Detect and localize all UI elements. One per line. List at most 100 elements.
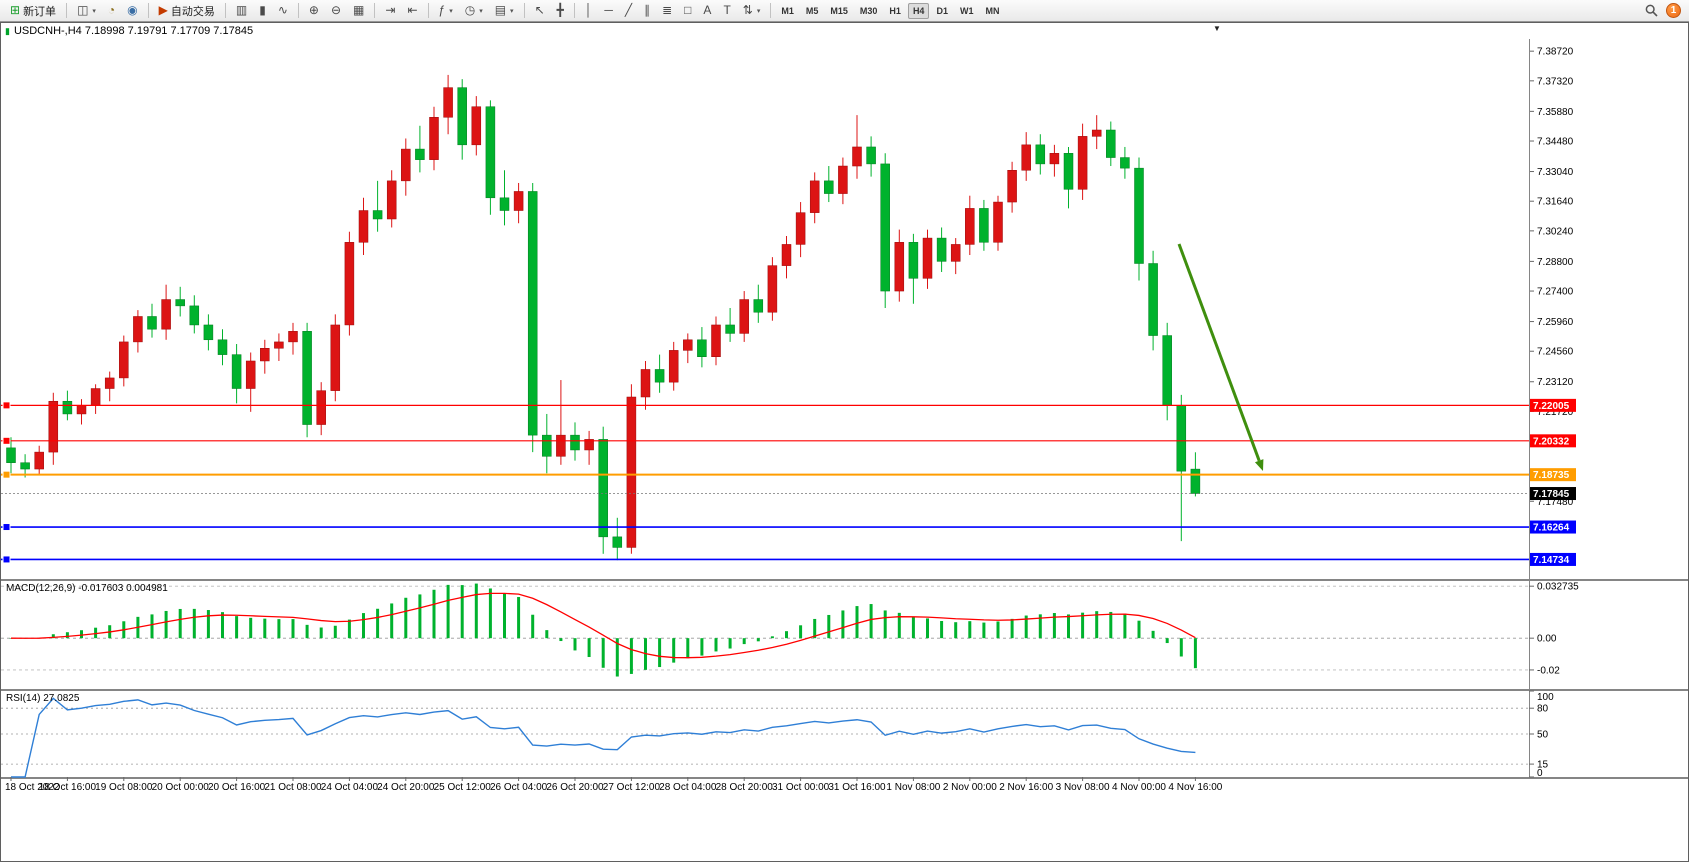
chart-window: ▮ USDCNH-,H4 7.18998 7.19791 7.17709 7.1… bbox=[0, 22, 1689, 862]
text-button[interactable]: A bbox=[698, 2, 716, 19]
horizontal-line-button[interactable]: ─ bbox=[599, 2, 618, 19]
horizontal-line-object[interactable]: 7.14734 bbox=[1, 552, 1576, 566]
pane-divider[interactable] bbox=[1, 777, 1689, 779]
crosshair-button[interactable]: ╋ bbox=[552, 2, 569, 19]
candle bbox=[133, 316, 143, 343]
horizontal-line-object[interactable]: 7.20332 bbox=[1, 434, 1576, 448]
macd-bar bbox=[531, 614, 535, 639]
toolbar-right: 1 bbox=[1645, 3, 1685, 18]
svg-text:-0.02: -0.02 bbox=[1537, 665, 1560, 676]
trendline-button[interactable]: ╱ bbox=[620, 2, 637, 19]
candlestick-chart-button[interactable]: ▮ bbox=[254, 2, 271, 19]
time-axis-label: 24 Oct 04:00 bbox=[321, 782, 379, 793]
notification-badge[interactable]: 1 bbox=[1666, 3, 1681, 18]
candle bbox=[358, 210, 369, 243]
candle bbox=[979, 208, 989, 243]
zoom-in-button[interactable]: ⊕ bbox=[304, 2, 324, 19]
new-order-button[interactable]: ⊞ 新订单 bbox=[5, 1, 61, 21]
timeframe-button-h4[interactable]: H4 bbox=[907, 2, 930, 19]
templates-button[interactable]: ▤ ▾ bbox=[490, 2, 519, 19]
candle bbox=[429, 117, 439, 160]
profiles-button[interactable]: ◔ bbox=[103, 2, 120, 19]
horizontal-line-object[interactable]: 7.16264 bbox=[1, 520, 1576, 534]
time-axis-label: 31 Oct 00:00 bbox=[772, 782, 830, 793]
time-axis-label: 4 Nov 00:00 bbox=[1112, 782, 1166, 793]
strategy-tester-button[interactable]: ◉ bbox=[122, 2, 142, 19]
svg-text:0: 0 bbox=[1537, 768, 1543, 779]
line-handle[interactable] bbox=[2, 555, 11, 564]
vertical-line-button[interactable]: │ bbox=[580, 2, 598, 19]
svg-text:80: 80 bbox=[1537, 704, 1549, 715]
macd-bar bbox=[700, 638, 704, 656]
search-icon[interactable] bbox=[1645, 4, 1658, 17]
horizontal-line-object[interactable]: 7.18735 bbox=[1, 468, 1576, 482]
cursor-button[interactable]: ↖ bbox=[530, 2, 550, 19]
macd-bar bbox=[1165, 638, 1169, 644]
pane-divider[interactable] bbox=[1, 579, 1689, 581]
candle bbox=[626, 396, 637, 548]
macd-bar bbox=[235, 616, 239, 639]
channel-icon: ∥ bbox=[644, 3, 651, 17]
shapes-button[interactable]: □ bbox=[679, 2, 696, 19]
svg-text:7.31640: 7.31640 bbox=[1537, 197, 1574, 208]
current-price-marker: 7.17845 bbox=[1, 487, 1576, 501]
zoom-out-button[interactable]: ⊖ bbox=[326, 2, 346, 19]
timeframe-button-m1[interactable]: M1 bbox=[781, 5, 794, 16]
zoom-out-icon: ⊖ bbox=[330, 3, 342, 17]
candle bbox=[330, 324, 341, 391]
line-handle[interactable] bbox=[2, 523, 11, 532]
line-handle[interactable] bbox=[2, 401, 11, 410]
timeframe-button-d1[interactable]: D1 bbox=[936, 5, 948, 16]
candle bbox=[838, 165, 848, 194]
candle bbox=[1063, 153, 1074, 190]
auto-scroll-button[interactable]: ⇥ bbox=[380, 2, 400, 19]
chart-shift-button[interactable]: ⇤ bbox=[402, 2, 422, 19]
toolbar-separator bbox=[147, 3, 149, 18]
new-order-button-label: 新订单 bbox=[23, 5, 57, 18]
pane-divider[interactable] bbox=[1, 689, 1689, 691]
dropdown-arrow-icon: ▾ bbox=[449, 7, 453, 15]
indicators-button[interactable]: ƒ ▾ bbox=[434, 2, 458, 19]
svg-text:7.18735: 7.18735 bbox=[1533, 470, 1570, 481]
candle bbox=[274, 341, 284, 349]
bar-chart-button[interactable]: ▥ bbox=[231, 2, 252, 19]
macd-bar bbox=[319, 627, 323, 639]
candle bbox=[485, 106, 496, 199]
macd-bar bbox=[404, 597, 408, 639]
shapes-icon: □ bbox=[684, 3, 692, 17]
macd-bar bbox=[968, 621, 972, 639]
tile-windows-button[interactable]: ▦ bbox=[348, 2, 369, 19]
macd-bar bbox=[742, 638, 746, 645]
candlestick-chart-icon: ▮ bbox=[259, 3, 266, 17]
chart-shift-marker[interactable]: ▼ bbox=[1213, 24, 1221, 33]
candle bbox=[753, 299, 764, 313]
line-chart-button[interactable]: ∿ bbox=[273, 2, 293, 19]
timeframe-button-w1[interactable]: W1 bbox=[959, 5, 974, 16]
timeframe-button-h1[interactable]: H1 bbox=[889, 5, 901, 16]
line-handle[interactable] bbox=[2, 436, 11, 445]
new-chart-button[interactable]: ◫ ▾ bbox=[72, 2, 101, 19]
timeframe-button-m30[interactable]: M30 bbox=[859, 5, 878, 16]
line-handle[interactable] bbox=[2, 470, 11, 479]
chart-area[interactable]: 7.38720 7.37320 7.35880 7.34480 7.33040 7.316… bbox=[1, 39, 1689, 862]
svg-text:7.30240: 7.30240 bbox=[1537, 226, 1574, 237]
arrows-button[interactable]: ⇅ ▾ bbox=[738, 2, 766, 19]
timeframe-button-mn[interactable]: MN bbox=[985, 5, 1000, 16]
time-periods-button[interactable]: ◷ ▾ bbox=[460, 2, 488, 19]
toolbar-separator bbox=[770, 3, 772, 18]
candle bbox=[231, 354, 242, 389]
dropdown-arrow-icon: ▾ bbox=[479, 7, 483, 15]
label-button[interactable]: T bbox=[718, 2, 735, 19]
auto-trading-button[interactable]: ▶ 自动交易 bbox=[154, 1, 220, 21]
candle bbox=[189, 305, 200, 326]
cursor-icon: ↖ bbox=[534, 3, 545, 17]
candle bbox=[20, 462, 30, 470]
timeframe-button-m15[interactable]: M15 bbox=[830, 5, 848, 16]
fibonacci-button[interactable]: ≣ bbox=[657, 2, 677, 19]
channel-button[interactable]: ∥ bbox=[639, 2, 655, 19]
horizontal-line-object[interactable]: 7.22005 bbox=[1, 398, 1576, 412]
arrow-annotation[interactable] bbox=[1177, 243, 1264, 471]
candle bbox=[1091, 129, 1102, 137]
macd-bar bbox=[1179, 638, 1183, 657]
timeframe-button-m5[interactable]: M5 bbox=[805, 5, 819, 16]
